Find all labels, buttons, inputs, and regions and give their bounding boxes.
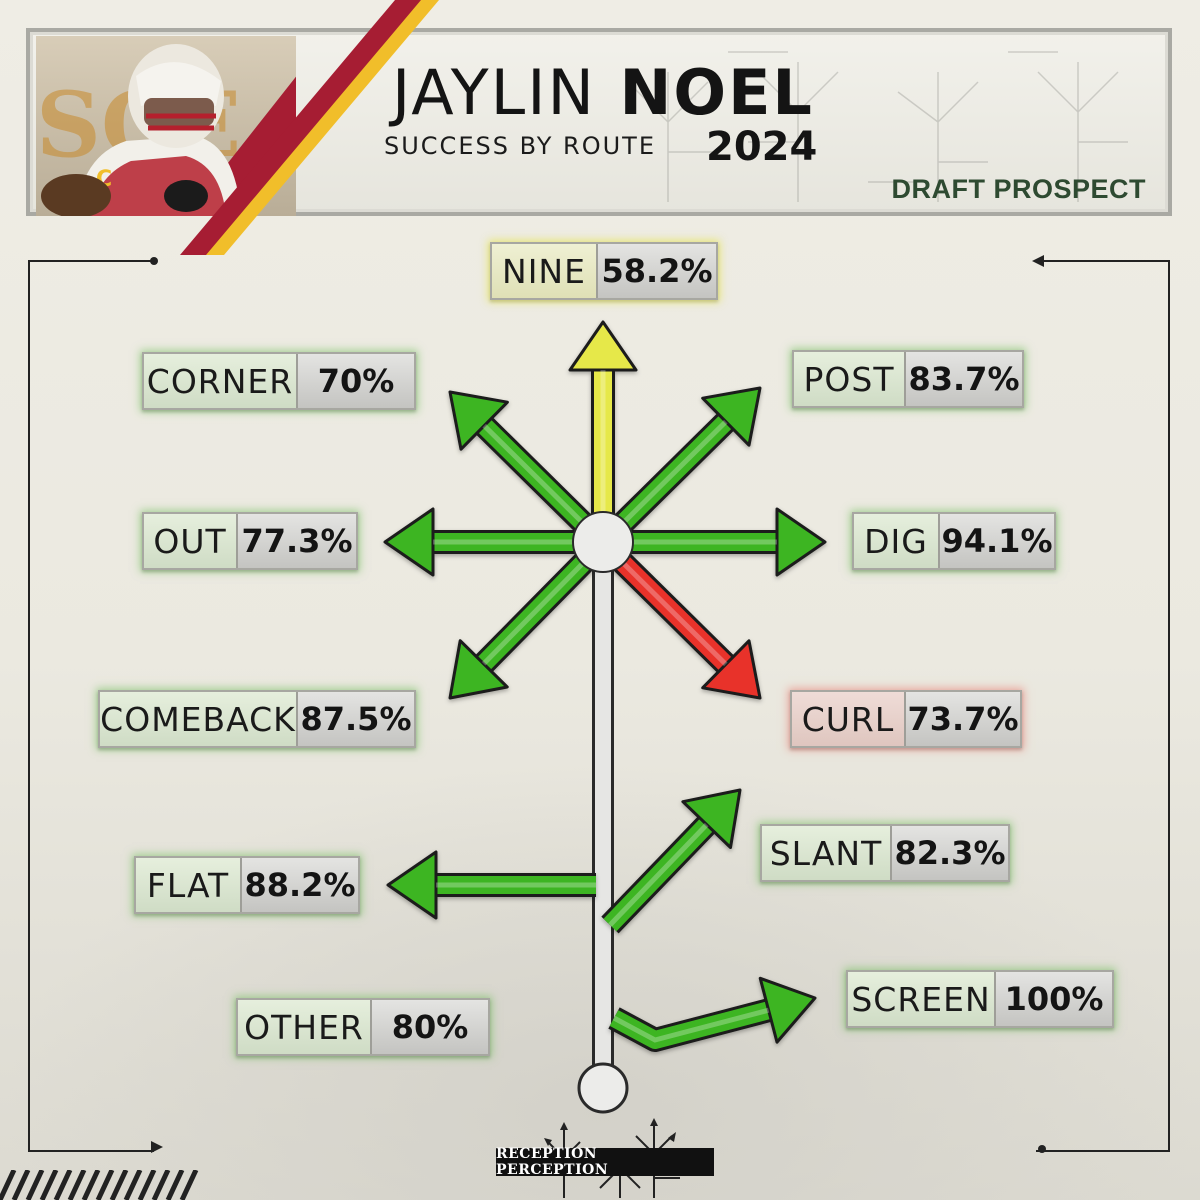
route-arrow-post (607, 386, 762, 539)
route-name: CURL (792, 692, 906, 746)
route-label-screen: SCREEN 100% (846, 970, 1114, 1028)
bracket-dot (1038, 1145, 1046, 1153)
route-success-rate: 80% (372, 1000, 488, 1054)
route-name: CORNER (144, 354, 298, 408)
reception-perception-logo: RECEPTION PERCEPTION (496, 1146, 714, 1178)
route-name: DIG (854, 514, 940, 568)
route-break-node (572, 511, 634, 573)
route-success-rate: 77.3% (238, 514, 356, 568)
draft-prospect-tag: DRAFT PROSPECT (891, 174, 1146, 204)
route-success-rate: 100% (996, 972, 1112, 1026)
route-name: SCREEN (848, 972, 996, 1026)
route-arrow-dig (616, 507, 827, 577)
route-label-curl: CURL 73.7% (790, 690, 1022, 748)
subtitle: SUCCESS BY ROUTE (384, 132, 656, 160)
route-success-rate: 94.1% (940, 514, 1054, 568)
route-label-slant: SLANT 82.3% (760, 824, 1010, 882)
route-name: OTHER (238, 1000, 372, 1054)
route-label-corner: CORNER 70% (142, 352, 416, 410)
last-name: NOEL (619, 56, 814, 129)
route-arrow-screen (608, 976, 817, 1052)
left-bracket (28, 260, 154, 1152)
route-success-rate: 88.2% (242, 858, 358, 912)
player-name: JAYLIN NOEL (392, 56, 814, 129)
route-name: COMEBACK (100, 692, 298, 746)
logo-text: RECEPTION PERCEPTION (496, 1146, 609, 1178)
route-arrow-curl (607, 547, 762, 700)
season-year: 2024 (706, 124, 818, 170)
first-name: JAYLIN (392, 56, 596, 129)
route-label-dig: DIG 94.1% (852, 512, 1056, 570)
route-label-other: OTHER 80% (236, 998, 490, 1056)
route-name: FLAT (136, 858, 242, 912)
route-arrow-slant (601, 788, 742, 934)
route-arrow-out (383, 507, 590, 577)
route-label-out: OUT 77.3% (142, 512, 358, 570)
route-success-rate: 73.7% (906, 692, 1020, 746)
route-arrow-flat (386, 850, 596, 920)
right-bracket (1036, 260, 1170, 1152)
route-arrow-corner (448, 390, 599, 539)
route-arrow-nine (568, 320, 638, 515)
corner-hatch-stripes (0, 1170, 199, 1200)
route-success-rate: 83.7% (906, 352, 1022, 406)
accent-stripes (180, 0, 439, 255)
bracket-dot (150, 257, 158, 265)
route-start-node (577, 1062, 629, 1114)
route-success-rate: 58.2% (598, 244, 716, 298)
route-name: OUT (144, 514, 238, 568)
route-name: POST (794, 352, 906, 406)
route-success-rate: 87.5% (298, 692, 414, 746)
route-label-comeback: COMEBACK 87.5% (98, 690, 416, 748)
route-pattern-background (627, 51, 1128, 202)
route-label-nine: NINE 58.2% (490, 242, 718, 300)
route-arrow-comeback (448, 547, 599, 700)
route-success-rate: 82.3% (892, 826, 1008, 880)
route-success-rate: 70% (298, 354, 414, 408)
bracket-arrow-icon (1032, 255, 1044, 267)
route-label-post: POST 83.7% (792, 350, 1024, 408)
route-name: SLANT (762, 826, 892, 880)
route-label-flat: FLAT 88.2% (134, 856, 360, 914)
bracket-arrow-icon (151, 1141, 163, 1153)
route-name: NINE (492, 244, 598, 298)
